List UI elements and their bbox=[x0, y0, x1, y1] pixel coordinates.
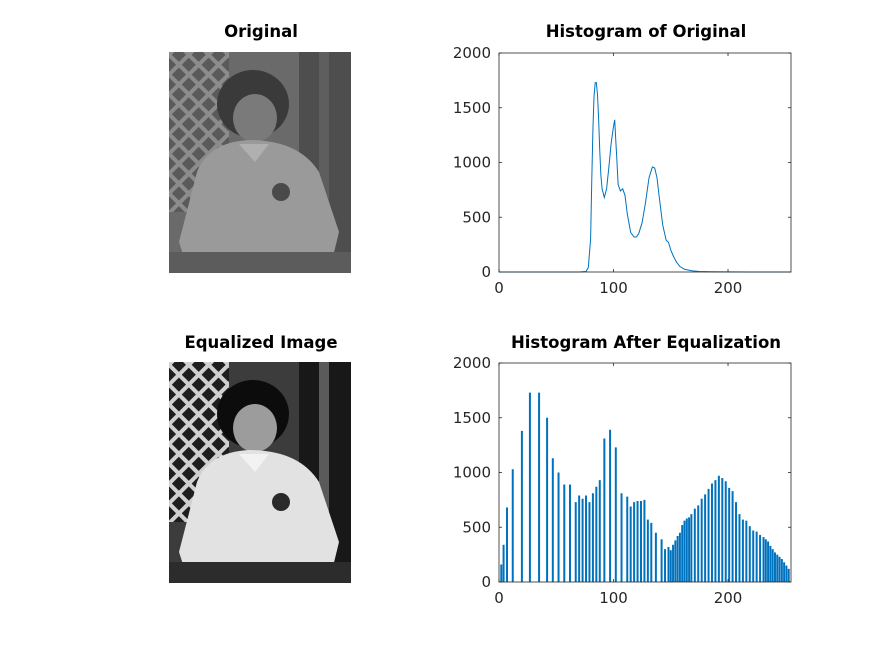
original-hist-series-line bbox=[499, 82, 791, 273]
original-histogram-title: Histogram of Original bbox=[545, 22, 747, 41]
equalized-hist-y-tick-label: 500 bbox=[462, 518, 491, 536]
equalized-hist-y-tick-label: 2000 bbox=[453, 354, 491, 372]
original-hist-y-tick-label: 0 bbox=[481, 263, 491, 281]
equalized-image bbox=[169, 362, 351, 583]
original-hist-x-tick-label: 100 bbox=[599, 279, 628, 297]
equalized-hist-x-tick-label: 0 bbox=[494, 589, 504, 607]
equalized-hist-y-tick-label: 0 bbox=[481, 573, 491, 591]
original-image-title: Original bbox=[224, 22, 298, 41]
original-image bbox=[169, 52, 351, 273]
original-hist-x-tick-label: 200 bbox=[714, 279, 743, 297]
original-hist-x-tick-label: 0 bbox=[494, 279, 504, 297]
equalized-histogram-title: Histogram After Equalization bbox=[510, 333, 782, 352]
original-hist-y-tick-label: 2000 bbox=[453, 44, 491, 62]
equalized-hist-y-tick-label: 1000 bbox=[453, 464, 491, 482]
equalized-hist-y-tick-label: 1500 bbox=[453, 409, 491, 427]
original-hist-y-tick-label: 1500 bbox=[453, 99, 491, 117]
equalized-image-title: Equalized Image bbox=[184, 333, 338, 352]
equalized-hist-x-tick-label: 100 bbox=[599, 589, 628, 607]
equalized-hist-x-tick-label: 200 bbox=[714, 589, 743, 607]
original-hist-y-tick-label: 1000 bbox=[453, 154, 491, 172]
original-hist-y-tick-label: 500 bbox=[462, 208, 491, 226]
